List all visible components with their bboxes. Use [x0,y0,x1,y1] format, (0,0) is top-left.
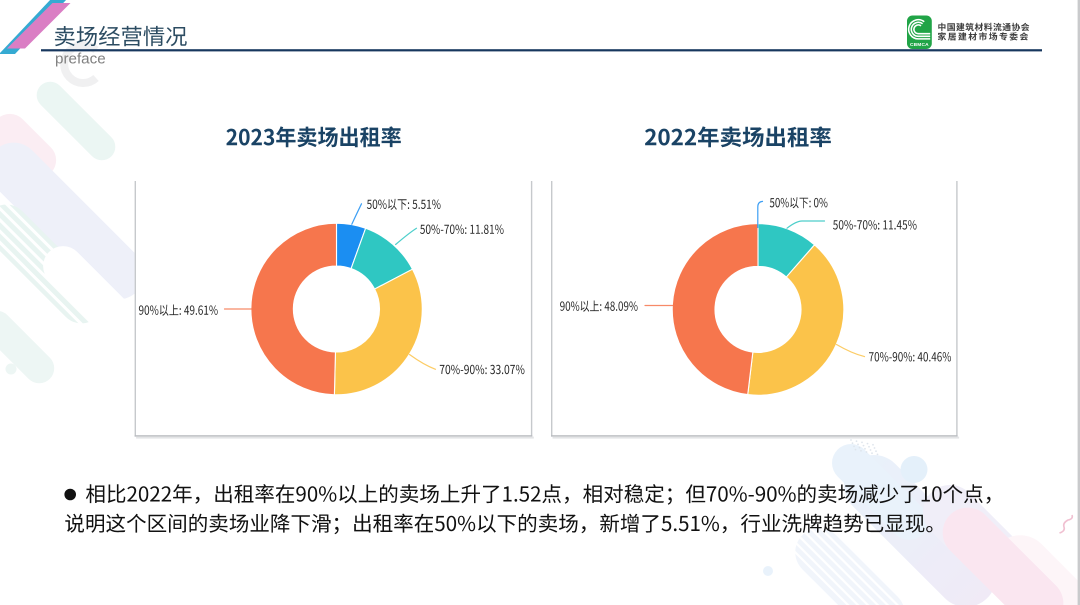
svg-text:CBMCA: CBMCA [910,42,929,48]
svg-text:preface: preface [55,51,106,68]
